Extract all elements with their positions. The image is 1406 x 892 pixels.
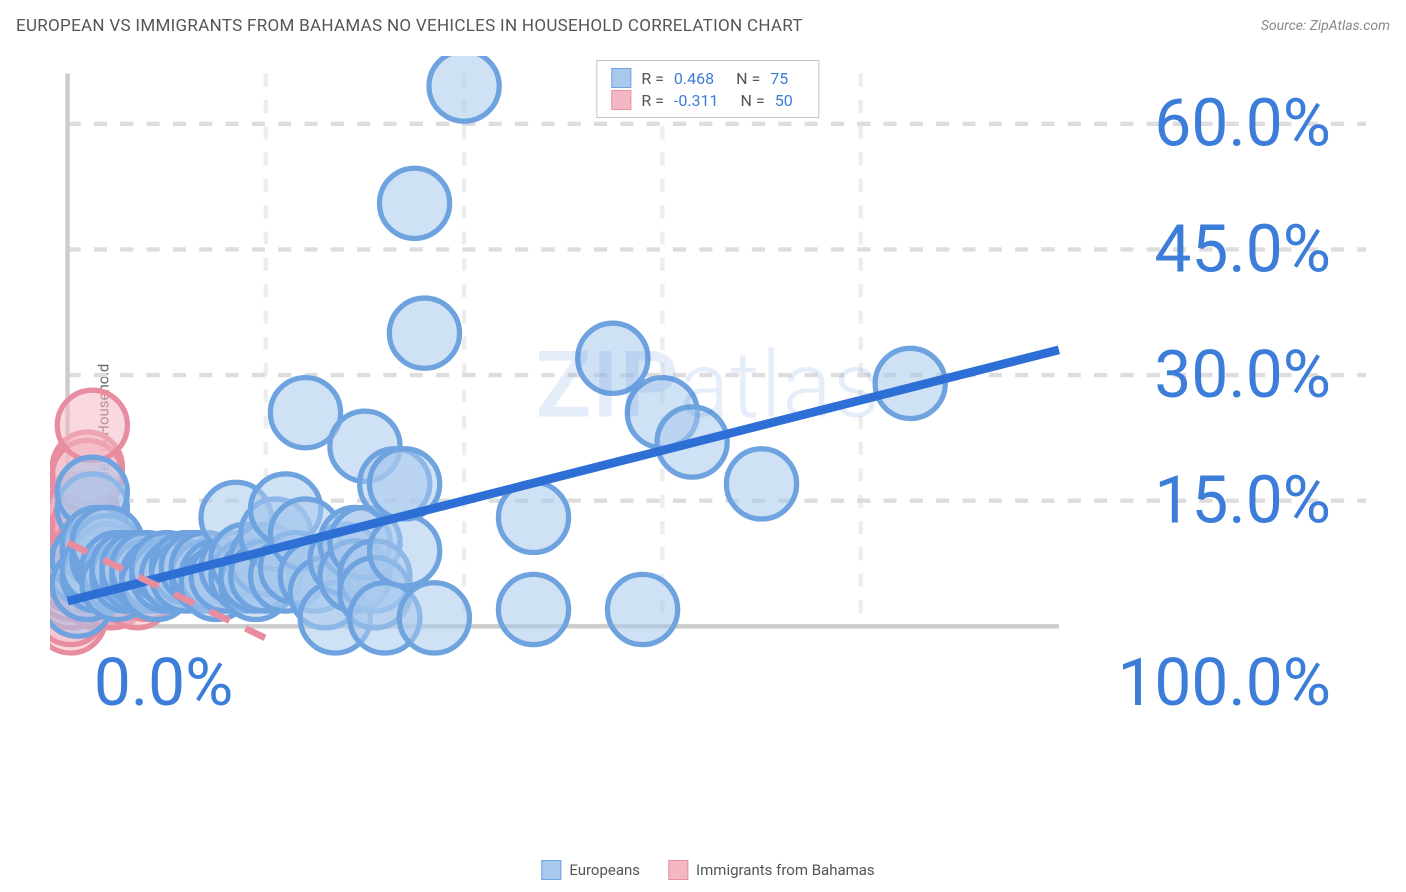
swatch-bahamas <box>668 860 688 880</box>
swatch-europeans <box>541 860 561 880</box>
legend-item-bahamas: Immigrants from Bahamas <box>668 860 875 880</box>
stats-row-europeans: R = 0.468 N = 75 <box>611 67 804 89</box>
r-label: R = <box>641 91 664 110</box>
n-label: N = <box>741 91 765 110</box>
svg-text:45.0%: 45.0% <box>1154 211 1330 288</box>
svg-text:0.0%: 0.0% <box>94 645 234 714</box>
n-value-europeans: 75 <box>770 69 788 88</box>
n-value-bahamas: 50 <box>775 91 793 110</box>
legend-item-europeans: Europeans <box>541 860 640 880</box>
stats-legend: R = 0.468 N = 75 R = -0.311 N = 50 <box>596 60 819 118</box>
stats-row-bahamas: R = -0.311 N = 50 <box>611 89 804 111</box>
svg-text:60.0%: 60.0% <box>1154 86 1330 163</box>
r-label: R = <box>641 69 664 88</box>
svg-text:100.0%: 100.0% <box>1117 645 1330 714</box>
r-value-europeans: 0.468 <box>674 69 714 88</box>
r-value-bahamas: -0.311 <box>674 91 719 110</box>
legend-label-europeans: Europeans <box>569 861 640 879</box>
svg-text:15.0%: 15.0% <box>1154 463 1330 540</box>
chart-header: EUROPEAN VS IMMIGRANTS FROM BAHAMAS NO V… <box>16 16 1390 36</box>
svg-text:30.0%: 30.0% <box>1154 337 1330 414</box>
legend-label-bahamas: Immigrants from Bahamas <box>696 861 875 879</box>
scatter-plot: 15.0% 30.0% 45.0% 60.0% 0.0% 100.0% <box>50 56 1366 714</box>
swatch-bahamas <box>611 90 631 110</box>
chart-title: EUROPEAN VS IMMIGRANTS FROM BAHAMAS NO V… <box>16 16 803 36</box>
n-label: N = <box>736 69 760 88</box>
swatch-europeans <box>611 68 631 88</box>
source-attribution: Source: ZipAtlas.com <box>1261 18 1390 34</box>
series-legend: Europeans Immigrants from Bahamas <box>541 860 874 880</box>
chart-area: No Vehicles in Household R = 0.468 N = 7… <box>50 56 1366 842</box>
